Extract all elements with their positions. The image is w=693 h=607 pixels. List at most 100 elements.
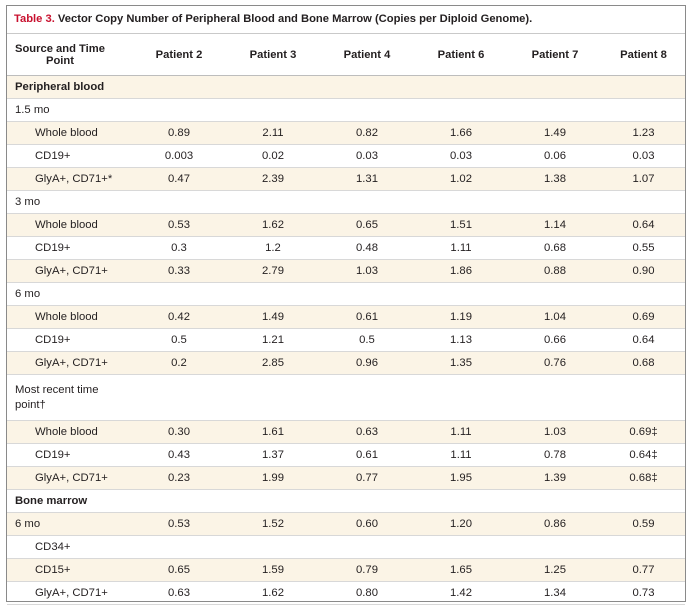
table-cell: 1.51 [414, 213, 508, 237]
data-table: Source and Time Point Patient 2 Patient … [7, 34, 685, 605]
table-cell: 1.13 [414, 328, 508, 352]
table-cell: 0.80 [320, 581, 414, 605]
table-cell: 0.53 [132, 512, 226, 536]
row-label: Whole blood [7, 213, 132, 237]
table-cell: 1.11 [414, 236, 508, 260]
table-cell: 0.61 [320, 305, 414, 329]
table-cell: 0.60 [320, 512, 414, 536]
row-label: Whole blood [7, 305, 132, 329]
table-cell [602, 75, 685, 99]
table-cell: 1.23 [602, 121, 685, 145]
table-cell: 1.14 [508, 213, 602, 237]
table-cell: 1.20 [414, 512, 508, 536]
table-cell: 0.30 [132, 420, 226, 444]
table-cell: 1.49 [226, 305, 320, 329]
table-row: Most recent time point† [7, 374, 685, 421]
table-cell [414, 374, 508, 421]
table-cell [602, 282, 685, 306]
row-label: 6 mo [7, 282, 132, 306]
table-cell: 1.95 [414, 466, 508, 490]
table-cell: 0.68‡ [602, 466, 685, 490]
table-row: GlyA+, CD71+* 0.47 2.39 1.31 1.02 1.38 1.07 [7, 167, 685, 191]
table-row: 6 mo [7, 282, 685, 306]
table-cell: 2.11 [226, 121, 320, 145]
table-cell: 1.52 [226, 512, 320, 536]
row-label: 1.5 mo [7, 98, 132, 122]
table-cell [414, 190, 508, 214]
table-cell: 0.003 [132, 144, 226, 168]
table-cell [414, 535, 508, 559]
row-label: Bone marrow [7, 489, 132, 513]
table-row: CD15+ 0.65 1.59 0.79 1.65 1.25 0.77 [7, 558, 685, 582]
table-cell [602, 98, 685, 122]
table-cell: 0.03 [414, 144, 508, 168]
row-label: CD19+ [7, 236, 132, 260]
table-cell [132, 190, 226, 214]
table-cell: 0.64 [602, 213, 685, 237]
table-cell: 0.63 [320, 420, 414, 444]
table-cell: 1.38 [508, 167, 602, 191]
table-cell: 0.33 [132, 259, 226, 283]
row-label: Most recent time point† [7, 374, 132, 421]
table-cell: 0.88 [508, 259, 602, 283]
table-cell: 1.31 [320, 167, 414, 191]
table-cell: 0.76 [508, 351, 602, 375]
table-cell: 0.96 [320, 351, 414, 375]
table-caption-text: Vector Copy Number of Peripheral Blood a… [54, 13, 533, 25]
table-cell [414, 98, 508, 122]
table-cell: 0.43 [132, 443, 226, 467]
table-row: Peripheral blood [7, 75, 685, 99]
table-cell: 0.5 [320, 328, 414, 352]
table-cell: 0.68 [508, 236, 602, 260]
table-cell: 1.04 [508, 305, 602, 329]
table-row: 3 mo [7, 190, 685, 214]
table-row: CD19+ 0.5 1.21 0.5 1.13 0.66 0.64 [7, 328, 685, 352]
table-cell: 1.65 [414, 558, 508, 582]
table-cell: 1.62 [226, 581, 320, 605]
table-cell: 0.55 [602, 236, 685, 260]
table-cell [414, 75, 508, 99]
table-body: Peripheral blood 1.5 mo Whole blood 0.89 2.1… [7, 75, 685, 605]
row-label: GlyA+, CD71+ [7, 581, 132, 605]
table-cell [320, 374, 414, 421]
table-cell: 2.79 [226, 259, 320, 283]
table-cell [508, 98, 602, 122]
table-cell [226, 374, 320, 421]
table-cell: 0.90 [602, 259, 685, 283]
table-cell [132, 535, 226, 559]
table-cell: 1.03 [320, 259, 414, 283]
table-row: Whole blood 0.30 1.61 0.63 1.11 1.03 0.69‡ [7, 420, 685, 444]
table-cell: 0.69 [602, 305, 685, 329]
table-cell: 1.62 [226, 213, 320, 237]
table-cell: 0.66 [508, 328, 602, 352]
table-row: CD19+ 0.003 0.02 0.03 0.03 0.06 0.03 [7, 144, 685, 168]
table-cell: 0.03 [320, 144, 414, 168]
row-label: GlyA+, CD71+ [7, 259, 132, 283]
table-cell: 0.89 [132, 121, 226, 145]
table-row: GlyA+, CD71+ 0.23 1.99 0.77 1.95 1.39 0.68‡ [7, 466, 685, 490]
column-header-patient-8: Patient 8 [602, 34, 685, 76]
table-row: CD34+ [7, 535, 685, 559]
row-label: 6 mo [7, 512, 132, 536]
table-cell: 0.77 [320, 466, 414, 490]
table-cell: 2.39 [226, 167, 320, 191]
table-cell: 1.21 [226, 328, 320, 352]
table-cell [226, 75, 320, 99]
table-cell: 0.48 [320, 236, 414, 260]
table-cell: 0.03 [602, 144, 685, 168]
table-cell: 1.61 [226, 420, 320, 444]
table-cell: 1.19 [414, 305, 508, 329]
table-cell [320, 190, 414, 214]
table-row: GlyA+, CD71+ 0.33 2.79 1.03 1.86 0.88 0.90 [7, 259, 685, 283]
table-cell [226, 489, 320, 513]
table-cell [414, 489, 508, 513]
table-cell: 0.23 [132, 466, 226, 490]
table-cell: 0.65 [320, 213, 414, 237]
table-row: CD19+ 0.3 1.2 0.48 1.11 0.68 0.55 [7, 236, 685, 260]
row-label: GlyA+, CD71+ [7, 351, 132, 375]
table-cell: 0.42 [132, 305, 226, 329]
table-cell [320, 75, 414, 99]
table-cell [320, 98, 414, 122]
column-header-patient-4: Patient 4 [320, 34, 414, 76]
table-row: 1.5 mo [7, 98, 685, 122]
